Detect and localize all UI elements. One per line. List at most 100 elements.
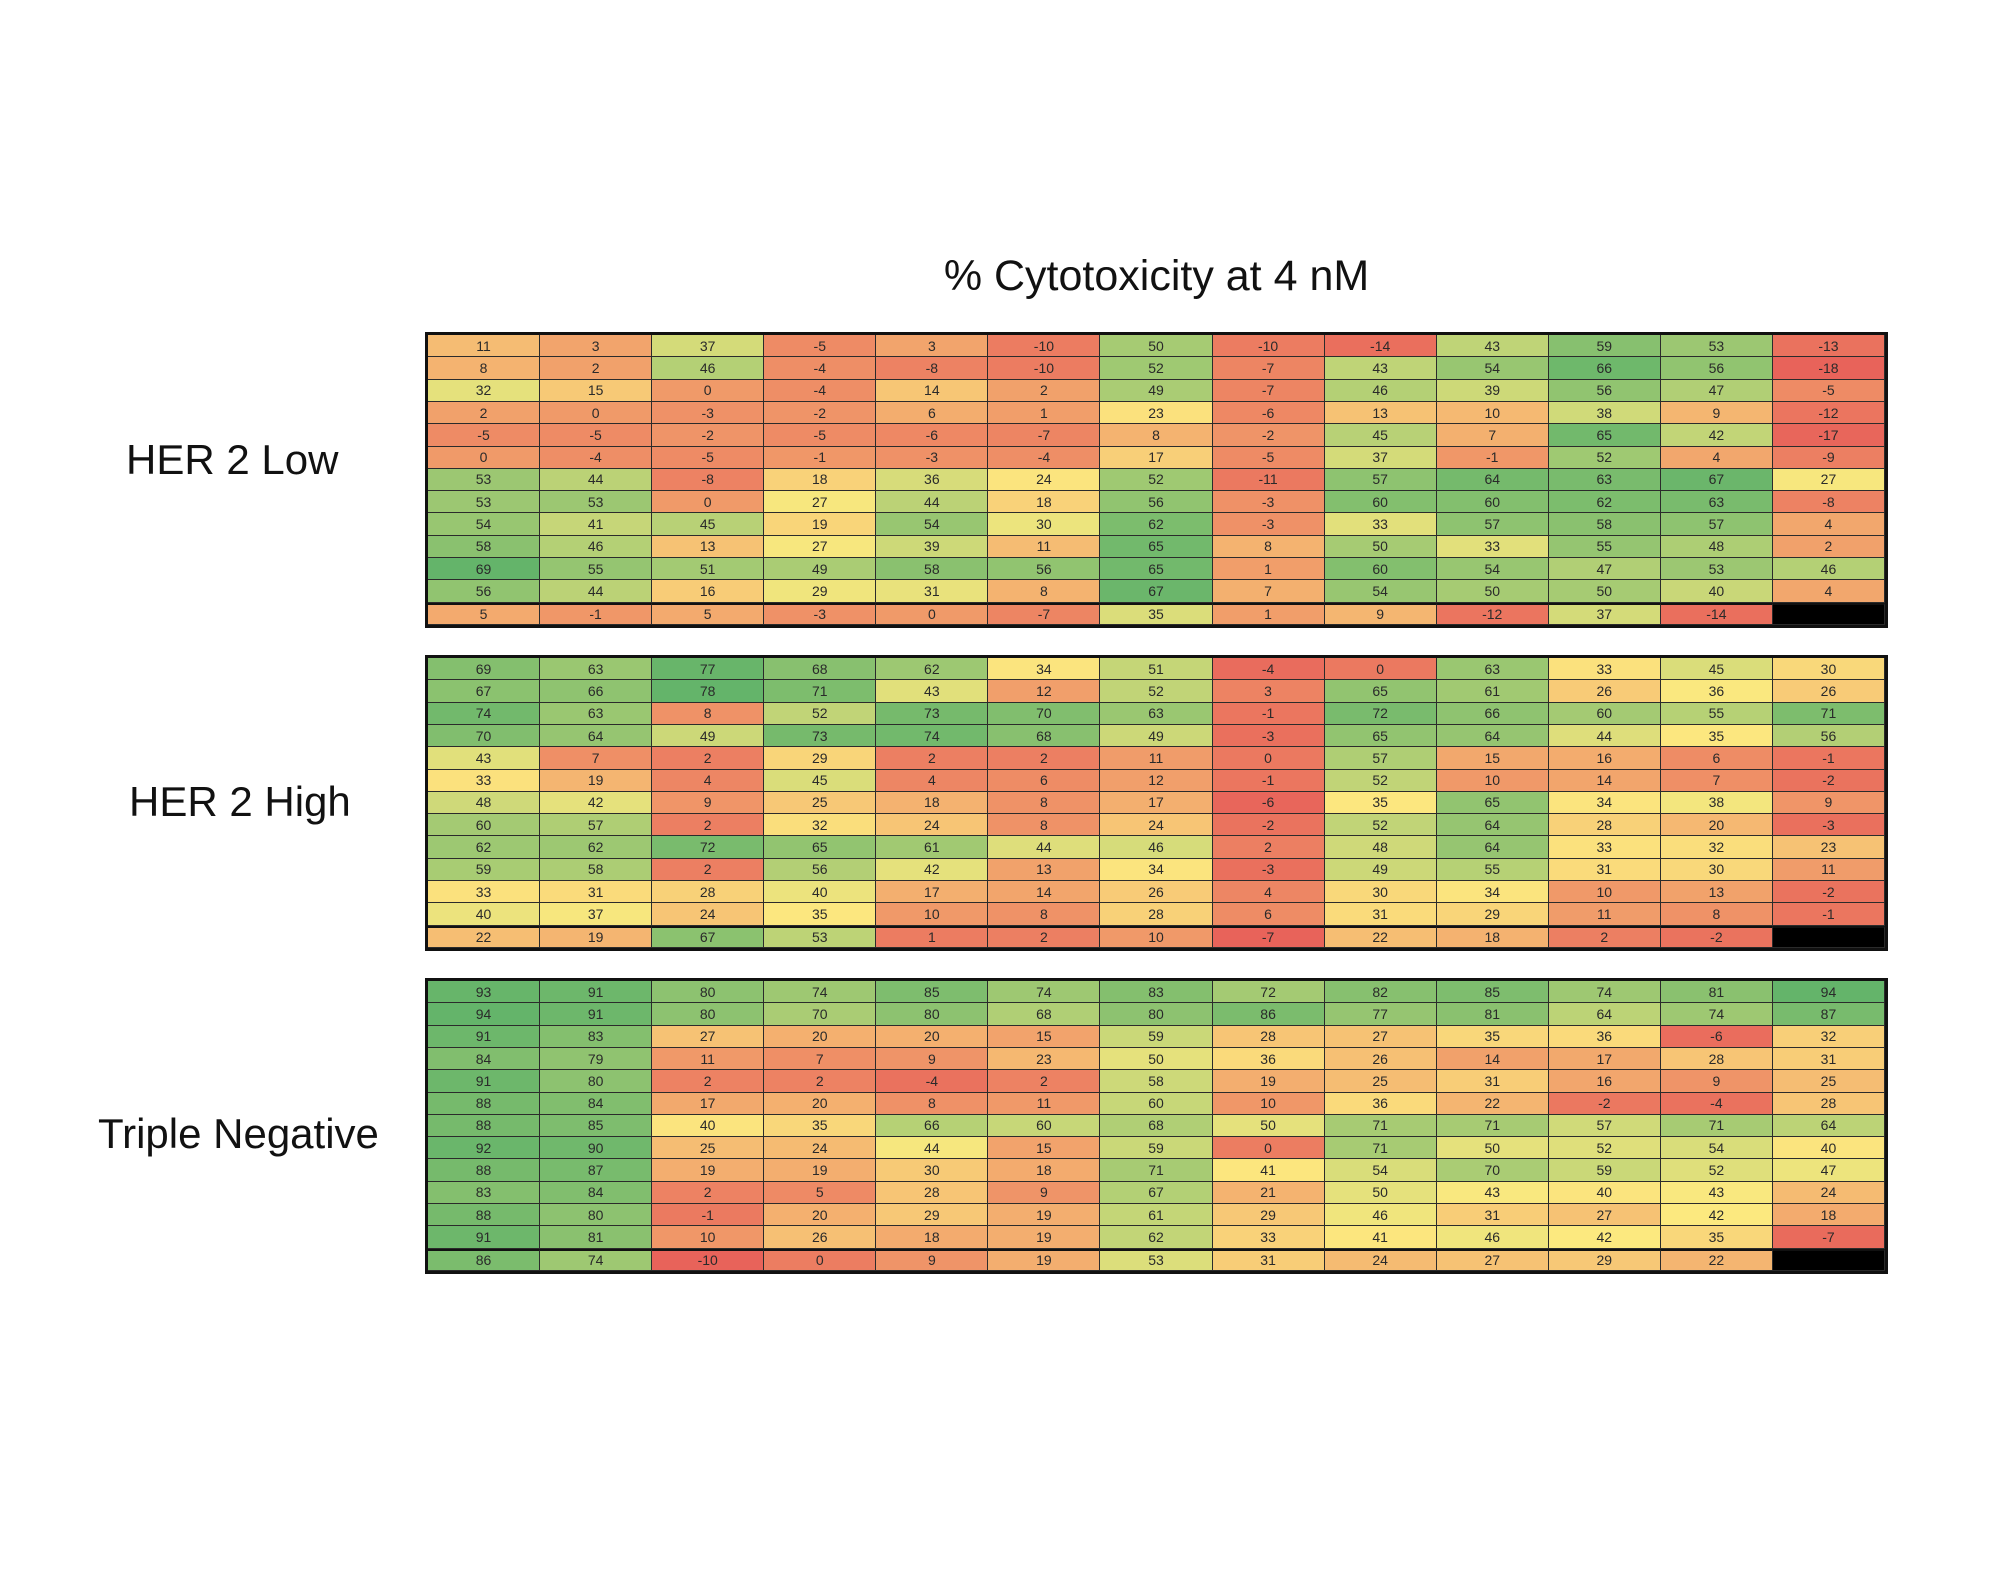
heatmap-cell: 40	[652, 1114, 765, 1138]
heatmap-cell: 61	[876, 836, 989, 859]
heatmap-cell: 8	[988, 814, 1101, 837]
heatmap-cell: 19	[988, 1204, 1101, 1227]
heatmap-cell: 13	[652, 535, 765, 559]
heatmap-cell: 20	[764, 1025, 877, 1048]
heatmap-cell: 40	[1548, 1181, 1661, 1205]
heatmap-cell: 53	[428, 468, 541, 492]
heatmap-cell: 63	[1660, 491, 1773, 514]
heatmap-cell: 19	[988, 1226, 1101, 1249]
heatmap-cell: 31	[1772, 1047, 1885, 1071]
heatmap-cell: 8	[988, 791, 1101, 815]
heatmap-cell: 1	[1212, 558, 1325, 581]
heatmap-cell: 41	[540, 513, 653, 536]
heatmap-cell: 8	[988, 903, 1101, 926]
heatmap-cell: 50	[1436, 580, 1549, 603]
heatmap-cell: 29	[764, 747, 877, 770]
heatmap-cell: -5	[1772, 379, 1885, 402]
heatmap-cell: -3	[764, 602, 877, 625]
heatmap-cell: 18	[1436, 925, 1549, 948]
heatmap-cell: 41	[1324, 1226, 1437, 1249]
heatmap-cell: 56	[428, 580, 541, 603]
heatmap-cell: -4	[540, 446, 653, 469]
heatmap-cell: 24	[1100, 814, 1213, 837]
heatmap-cell: 46	[1436, 1226, 1549, 1249]
heatmap-cell: 49	[1324, 858, 1437, 882]
heatmap-cell: 33	[1436, 535, 1549, 559]
heatmap-cell: 90	[540, 1137, 653, 1160]
heatmap-cell: 19	[540, 769, 653, 792]
heatmap-cell: 13	[1660, 881, 1773, 904]
heatmap-cell: 23	[988, 1047, 1101, 1071]
heatmap-cell: 66	[1436, 702, 1549, 725]
heatmap-cell: 7	[1660, 769, 1773, 792]
heatmap-cell: 86	[428, 1248, 541, 1271]
heatmap-cell: 41	[1212, 1159, 1325, 1182]
heatmap-cell: 19	[764, 1159, 877, 1182]
heatmap-cell: 80	[540, 1070, 653, 1093]
heatmap-cell: 35	[1660, 1226, 1773, 1249]
heatmap-cell: -2	[652, 424, 765, 447]
heatmap-cell: 52	[1100, 357, 1213, 380]
heatmap-cell: 33	[1548, 658, 1661, 681]
heatmap-cell: 44	[540, 468, 653, 492]
heatmap-cell: 86	[1212, 1003, 1325, 1026]
heatmap-cell: 35	[1324, 791, 1437, 815]
heatmap-cell: 52	[1100, 468, 1213, 492]
heatmap-cell: 46	[1324, 379, 1437, 402]
heatmap-cell: 59	[428, 858, 541, 882]
heatmap-cell: 74	[1660, 1003, 1773, 1026]
heatmap-cell: -9	[1772, 446, 1885, 469]
heatmap-cell: 57	[1324, 747, 1437, 770]
heatmap-cell: 18	[988, 1159, 1101, 1182]
heatmap-table-triple-negative: 93 91 80 74 85 74 83 72 82 85 74 81 94 94 91 80 70 80 68 80…	[425, 978, 1888, 1274]
heatmap-cell: 71	[1772, 702, 1885, 725]
heatmap-cell: 64	[540, 724, 653, 748]
heatmap-cell: 55	[1660, 702, 1773, 725]
heatmap-cell: 91	[428, 1226, 541, 1249]
heatmap-cell: 91	[540, 1003, 653, 1026]
heatmap-cell: 29	[1548, 1248, 1661, 1271]
heatmap-cell: 46	[540, 535, 653, 559]
heatmap-cell: 8	[652, 702, 765, 725]
heatmap-cell: 94	[1772, 981, 1885, 1004]
heatmap-cell: 91	[540, 981, 653, 1004]
heatmap-cell: 71	[1324, 1114, 1437, 1138]
heatmap-cell: 22	[428, 925, 541, 948]
heatmap-cell: 56	[1660, 357, 1773, 380]
heatmap-cell: 67	[428, 680, 541, 703]
heatmap-cell: 28	[876, 1181, 989, 1205]
heatmap-cell: 87	[1772, 1003, 1885, 1026]
heatmap-cell: 15	[988, 1137, 1101, 1160]
heatmap-cell: 43	[1324, 357, 1437, 380]
heatmap-cell: 71	[1100, 1159, 1213, 1182]
heatmap-cell: 2	[988, 925, 1101, 948]
heatmap-cell: 64	[1772, 1114, 1885, 1138]
heatmap-cell: 59	[1548, 335, 1661, 358]
heatmap-cell	[1772, 1248, 1885, 1271]
heatmap-cell: 18	[764, 468, 877, 492]
heatmap-cell: 44	[1548, 724, 1661, 748]
heatmap-cell: 13	[1324, 401, 1437, 425]
heatmap-cell: 68	[988, 1003, 1101, 1026]
heatmap-cell: 65	[1324, 680, 1437, 703]
heatmap-cell: 73	[876, 702, 989, 725]
heatmap-cell: 4	[1772, 580, 1885, 603]
heatmap-cell: 55	[1548, 535, 1661, 559]
heatmap-cell: 37	[652, 335, 765, 358]
heatmap-cell: 46	[1772, 558, 1885, 581]
heatmap-cell: 46	[1324, 1204, 1437, 1227]
heatmap-cell: 68	[1100, 1114, 1213, 1138]
heatmap-cell: -3	[1212, 858, 1325, 882]
heatmap-cell: 67	[652, 925, 765, 948]
heatmap-cell: 53	[540, 491, 653, 514]
heatmap-cell: -1	[1212, 702, 1325, 725]
heatmap-cell: 62	[1100, 513, 1213, 536]
heatmap-cell: 84	[428, 1047, 541, 1071]
heatmap-cell: 70	[1436, 1159, 1549, 1182]
heatmap-cell: 80	[652, 1003, 765, 1026]
heatmap-cell: 27	[1436, 1248, 1549, 1271]
heatmap-cell: 88	[428, 1159, 541, 1182]
heatmap-cell: -13	[1772, 335, 1885, 358]
heatmap-cell	[1772, 925, 1885, 948]
heatmap-cell: 11	[988, 1092, 1101, 1115]
